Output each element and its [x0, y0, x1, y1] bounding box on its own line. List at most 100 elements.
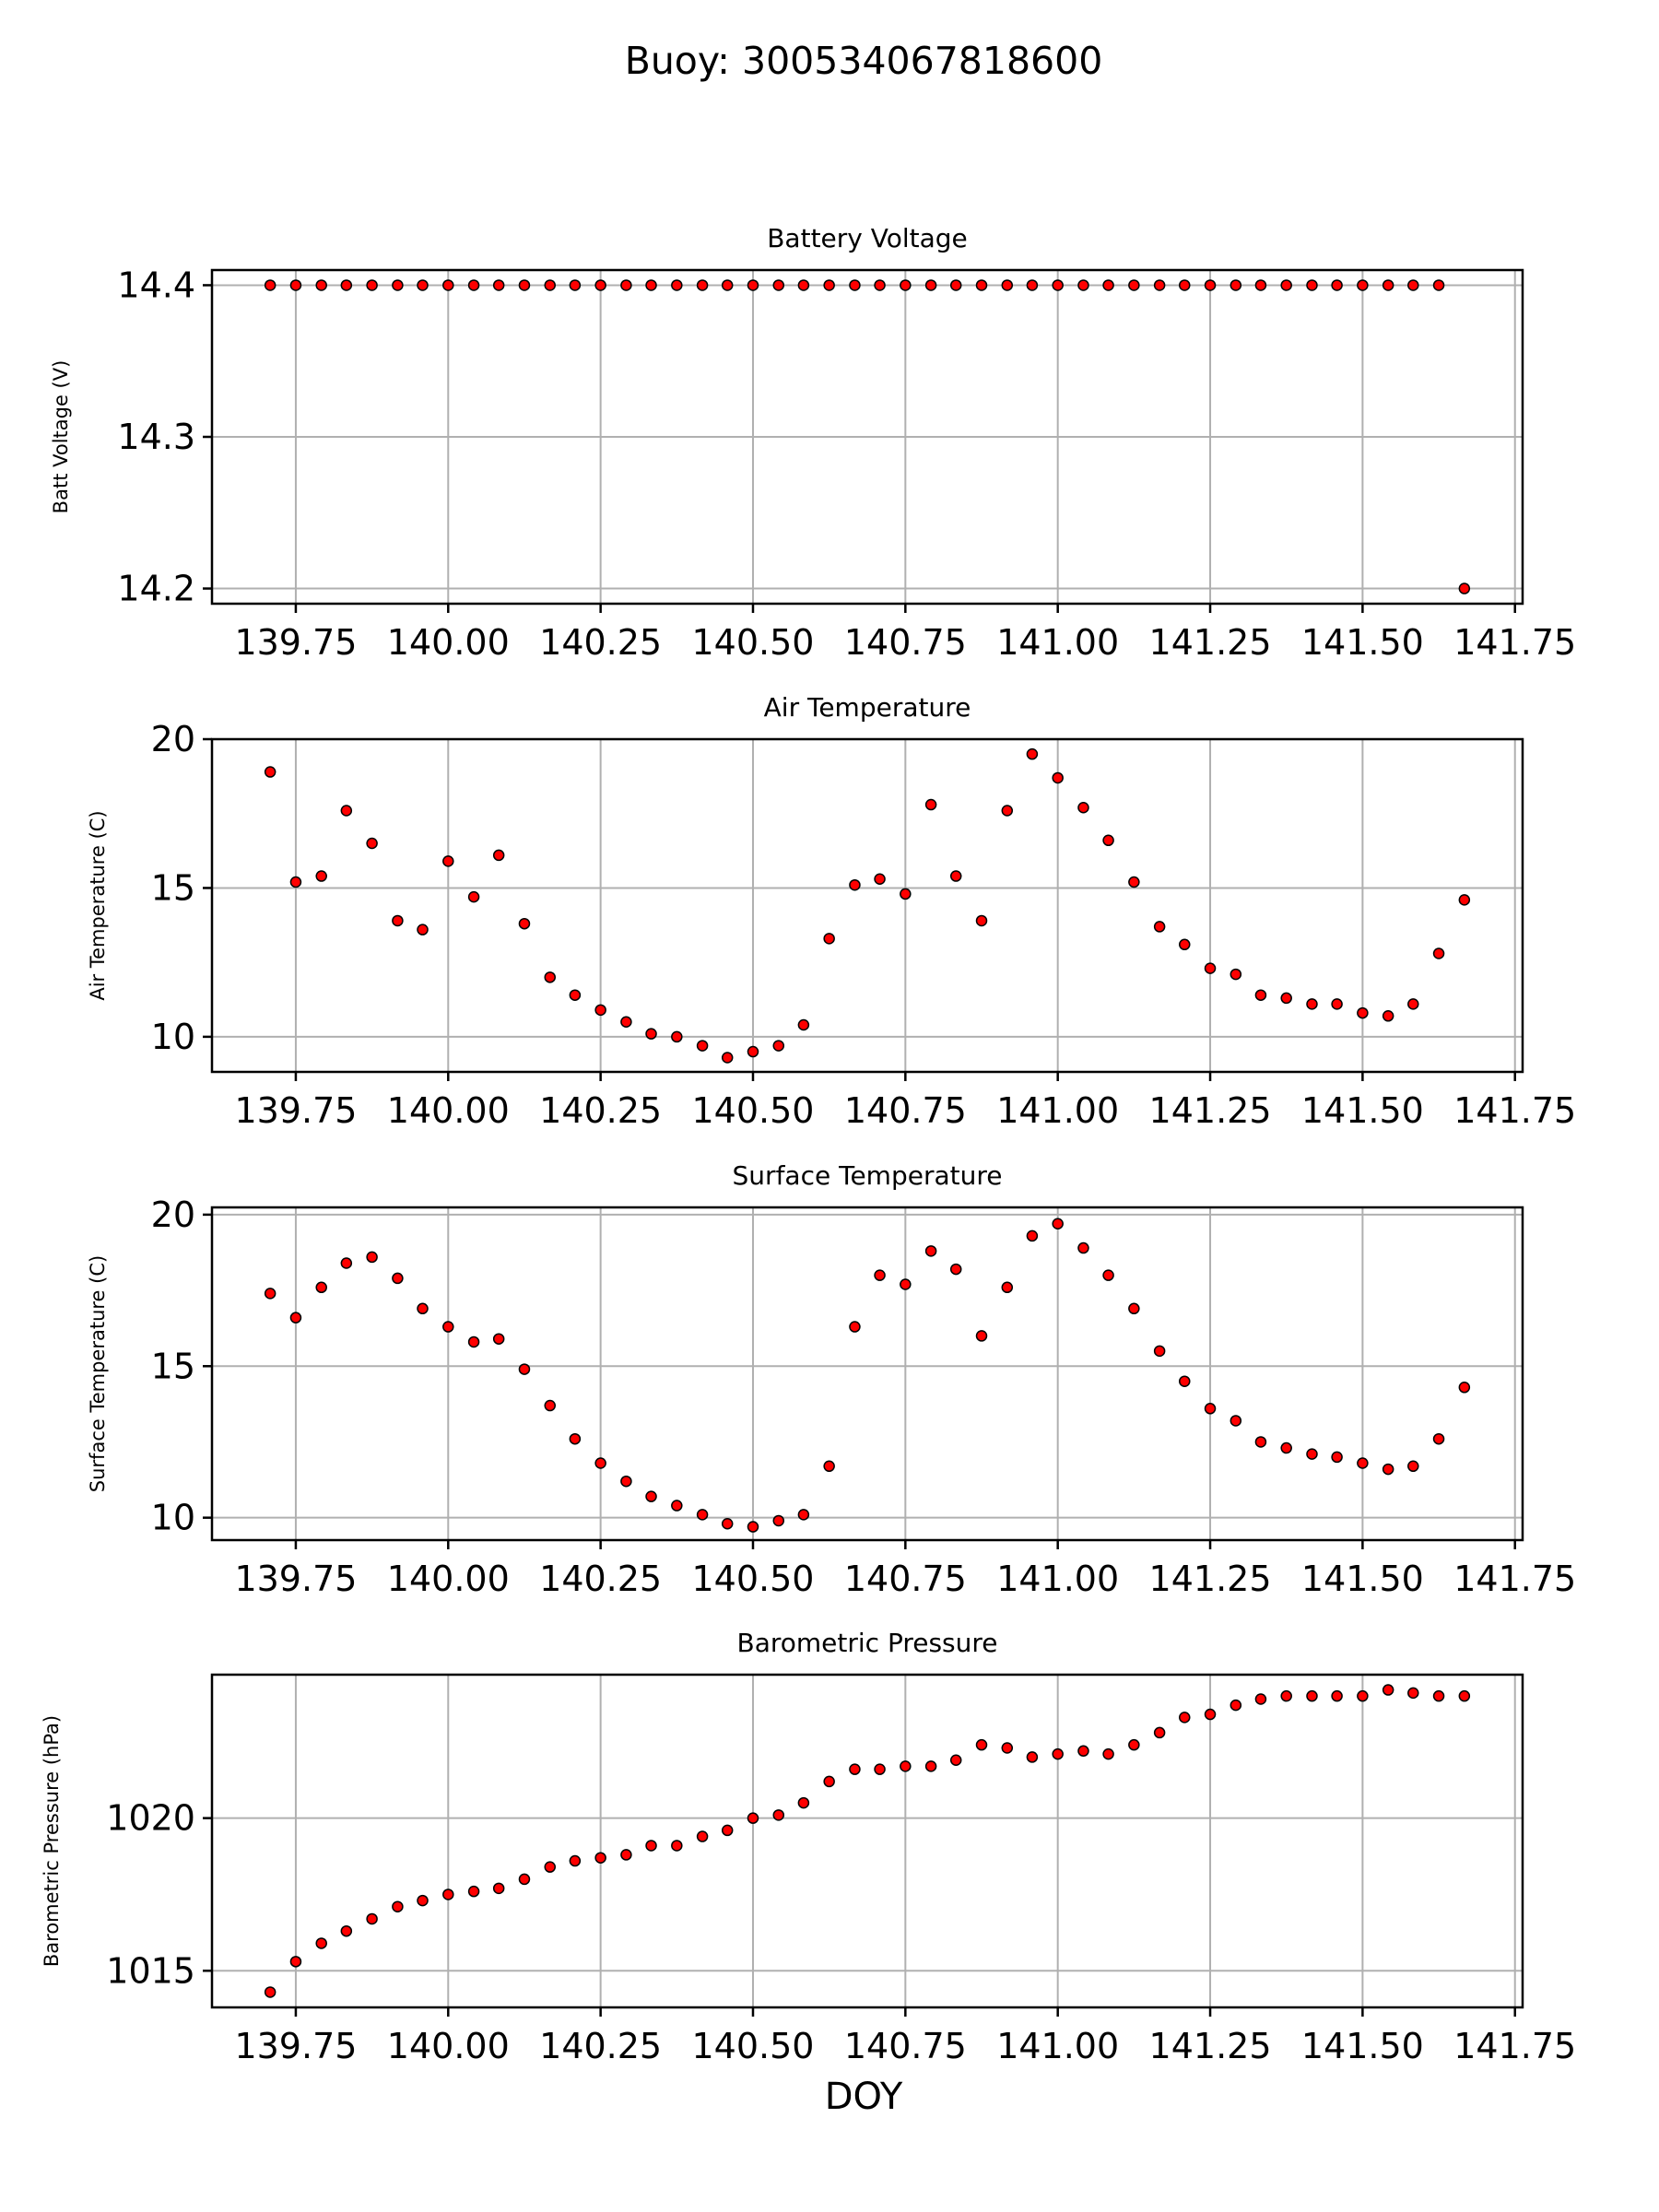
data-point [392, 279, 404, 291]
data-point [1230, 1415, 1242, 1427]
data-point [1432, 1432, 1445, 1445]
x-tick-label: 140.25 [539, 1090, 662, 1131]
x-tick-label: 141.50 [1301, 1559, 1424, 1599]
data-point [1306, 1448, 1318, 1460]
x-tick-label: 140.50 [692, 1090, 815, 1131]
y-tick-label: 15 [151, 867, 195, 908]
y-tick-label: 1020 [106, 1798, 195, 1839]
data-point [1407, 1460, 1419, 1473]
data-point [1077, 802, 1089, 814]
data-point [1204, 962, 1217, 974]
data-point [1331, 279, 1343, 291]
x-tick-label: 140.75 [844, 1559, 967, 1599]
data-point [569, 279, 582, 291]
data-point [849, 1321, 861, 1333]
data-point [569, 1854, 582, 1867]
data-point [1432, 279, 1445, 291]
axes-frame [210, 737, 1524, 1074]
data-point [671, 279, 683, 291]
data-point [1331, 1689, 1343, 1702]
x-tick-label: 139.75 [234, 1559, 357, 1599]
data-point [1254, 1693, 1267, 1705]
data-point [1077, 1745, 1089, 1758]
data-point [975, 914, 988, 927]
data-point [315, 1937, 327, 1949]
y-tick-label: 10 [151, 1498, 195, 1538]
data-point [949, 870, 962, 882]
data-point [1357, 279, 1369, 291]
subplot-title: Barometric Pressure [736, 1628, 997, 1658]
data-point [797, 1796, 810, 1809]
data-point [340, 805, 353, 817]
data-point [594, 1004, 606, 1017]
data-point [1280, 279, 1292, 291]
x-tick-label: 140.75 [844, 622, 967, 663]
subplot-title: Surface Temperature [733, 1160, 1003, 1191]
data-point [975, 1738, 988, 1751]
data-point [747, 1045, 759, 1058]
subplot-4: 139.75 140.00 140.25 140.50 140.75 141.00 141.… [41, 1628, 1576, 2066]
data-point [264, 1986, 276, 1998]
data-point [1407, 279, 1419, 291]
data-point [949, 279, 962, 291]
data-point [1204, 279, 1217, 291]
data-point [1077, 279, 1089, 291]
data-point [671, 1500, 683, 1512]
data-point [671, 1840, 683, 1852]
data-point [1128, 1302, 1140, 1315]
x-tick-label: 141.75 [1453, 1090, 1576, 1131]
x-tick-label: 140.00 [387, 2026, 510, 2066]
data-point [1001, 279, 1014, 291]
data-point [492, 1333, 505, 1345]
data-point [264, 766, 276, 778]
data-point [1128, 876, 1140, 888]
data-point [1458, 1382, 1471, 1394]
data-point [1153, 1345, 1166, 1358]
data-point [1230, 279, 1242, 291]
data-point [366, 279, 378, 291]
data-point [747, 279, 759, 291]
data-point [264, 279, 276, 291]
x-tick-label: 140.25 [539, 2026, 662, 2066]
data-point [366, 837, 378, 850]
data-point [797, 279, 810, 291]
data-point [1254, 1436, 1267, 1448]
data-point [721, 279, 734, 291]
y-tick-label: 20 [151, 1194, 195, 1235]
data-point [949, 1754, 962, 1766]
data-point [645, 1490, 657, 1502]
data-point [366, 1251, 378, 1264]
data-point [900, 1760, 912, 1772]
data-point [1179, 1375, 1191, 1387]
x-tick-label: 140.00 [387, 1090, 510, 1131]
data-point [1254, 279, 1267, 291]
data-point [1153, 279, 1166, 291]
data-point [1254, 989, 1267, 1001]
data-point [544, 1399, 556, 1412]
data-point [417, 1894, 429, 1907]
data-point [1458, 582, 1471, 594]
data-point [492, 1882, 505, 1895]
data-point [1382, 279, 1394, 291]
data-point [1052, 1218, 1064, 1230]
data-point [620, 1849, 632, 1861]
y-tick-label: 20 [151, 719, 195, 759]
data-point [620, 279, 632, 291]
data-point [924, 279, 937, 291]
data-point [544, 279, 556, 291]
data-point [569, 1432, 582, 1445]
x-tick-label: 141.25 [1149, 1559, 1272, 1599]
data-point [721, 1517, 734, 1530]
data-point [1026, 1751, 1039, 1763]
data-point [442, 1888, 454, 1900]
data-point [1357, 1457, 1369, 1469]
subplot-panels: 139.75 140.00 140.25 140.50 140.75 141.00 141.… [41, 223, 1576, 2066]
data-point [442, 855, 454, 867]
data-point [1179, 938, 1191, 951]
data-point [620, 1475, 632, 1488]
x-tick-label: 141.00 [996, 1090, 1119, 1131]
data-point [924, 798, 937, 811]
data-point [544, 1861, 556, 1873]
data-point [1153, 921, 1166, 933]
data-point [569, 989, 582, 1001]
